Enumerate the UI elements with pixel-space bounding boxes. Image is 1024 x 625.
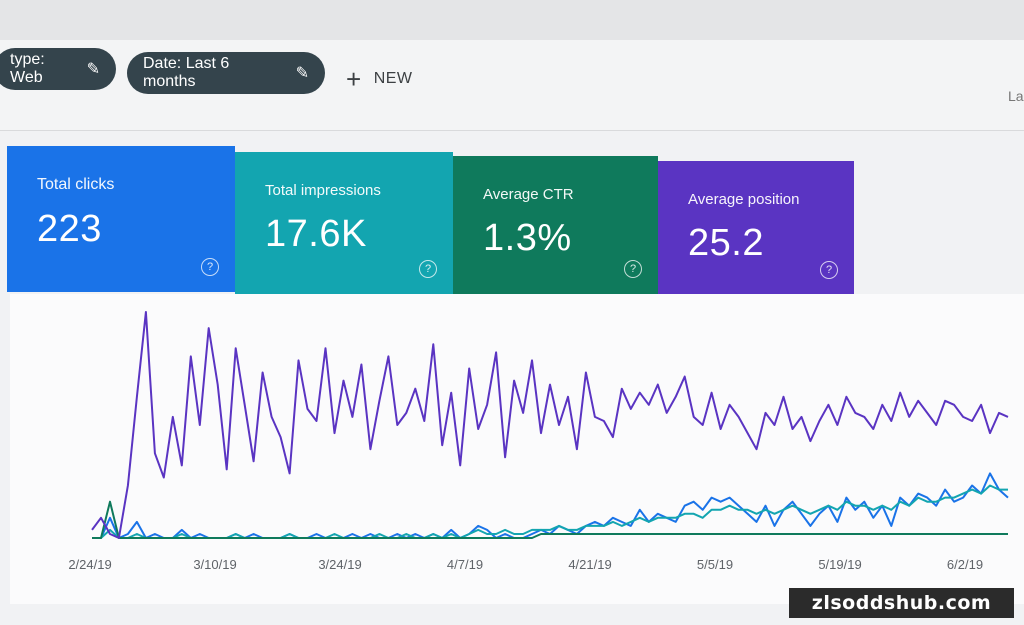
- help-icon[interactable]: ?: [624, 260, 642, 278]
- metric-value: 1.3%: [483, 217, 572, 259]
- metric-card-average-position[interactable]: Average position 25.2 ?: [658, 161, 854, 295]
- filter-chip-date[interactable]: Date: Last 6 months ✎: [127, 52, 325, 94]
- browser-top-strip: [0, 0, 1024, 41]
- metric-label: Average position: [688, 191, 800, 208]
- performance-chart-svg: 2/24/19 3/10/19 3/24/19 4/7/19 4/21/19 5/5/19…: [68, 311, 1009, 572]
- plus-icon: +: [346, 64, 362, 94]
- metric-value: 25.2: [688, 222, 764, 264]
- x-axis-tick-label: 3/10/19: [193, 557, 236, 572]
- watermark-logo: zlsoddshub.com: [789, 588, 1014, 618]
- metric-label: Average CTR: [483, 186, 574, 203]
- metric-card-total-impressions[interactable]: Total impressions 17.6K ?: [235, 152, 453, 294]
- metric-value: 223: [37, 208, 102, 250]
- x-axis-tick-label: 2/24/19: [68, 557, 111, 572]
- metric-label: Total impressions: [265, 182, 381, 199]
- x-axis-tick-label: 5/19/19: [818, 557, 861, 572]
- metric-card-average-ctr[interactable]: Average CTR 1.3% ?: [453, 156, 658, 294]
- metric-value: 17.6K: [265, 213, 367, 255]
- filter-chip-type-label: type: Web: [10, 51, 45, 86]
- edit-pencil-icon: ✎: [295, 65, 309, 82]
- x-axis-tick-label: 4/7/19: [447, 557, 483, 572]
- chart-series-line-2: [92, 500, 1008, 539]
- metric-label: Total clicks: [37, 176, 115, 193]
- chart-series-line-0: [92, 472, 1009, 539]
- help-icon[interactable]: ?: [419, 260, 437, 278]
- filter-chip-date-label: Date: Last 6 months: [143, 55, 230, 90]
- x-axis-tick-label: 5/5/19: [697, 557, 733, 572]
- help-icon[interactable]: ?: [201, 258, 219, 276]
- x-axis-tick-label: 6/2/19: [947, 557, 983, 572]
- x-axis-tick-label: 4/21/19: [568, 557, 611, 572]
- performance-chart: 2/24/19 3/10/19 3/24/19 4/7/19 4/21/19 5/5/19…: [10, 294, 1024, 604]
- x-axis-tick-label: 3/24/19: [318, 557, 361, 572]
- metric-card-total-clicks[interactable]: Total clicks 223 ?: [7, 146, 235, 292]
- filter-chip-type[interactable]: type: Web ✎: [0, 48, 116, 90]
- new-filter-label: NEW: [373, 70, 413, 87]
- chart-series-line-3: [91, 311, 1009, 539]
- help-icon[interactable]: ?: [820, 261, 838, 279]
- last-updated-text: La: [1008, 88, 1024, 104]
- new-filter-button[interactable]: + NEW: [346, 64, 413, 94]
- edit-pencil-icon: ✎: [86, 61, 100, 78]
